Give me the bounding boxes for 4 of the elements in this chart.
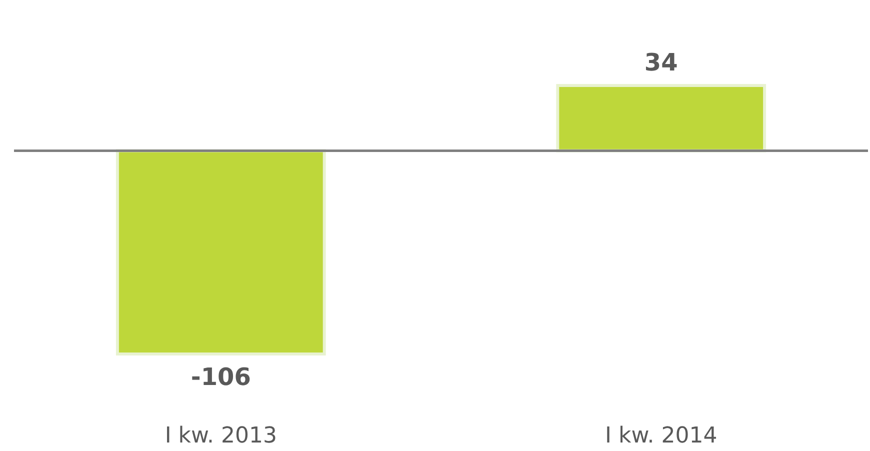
data-label: 34 [644, 48, 678, 77]
x-tick-label: I kw. 2014 [605, 424, 718, 448]
data-label: -106 [190, 362, 251, 391]
x-tick-label: I kw. 2013 [164, 424, 277, 448]
